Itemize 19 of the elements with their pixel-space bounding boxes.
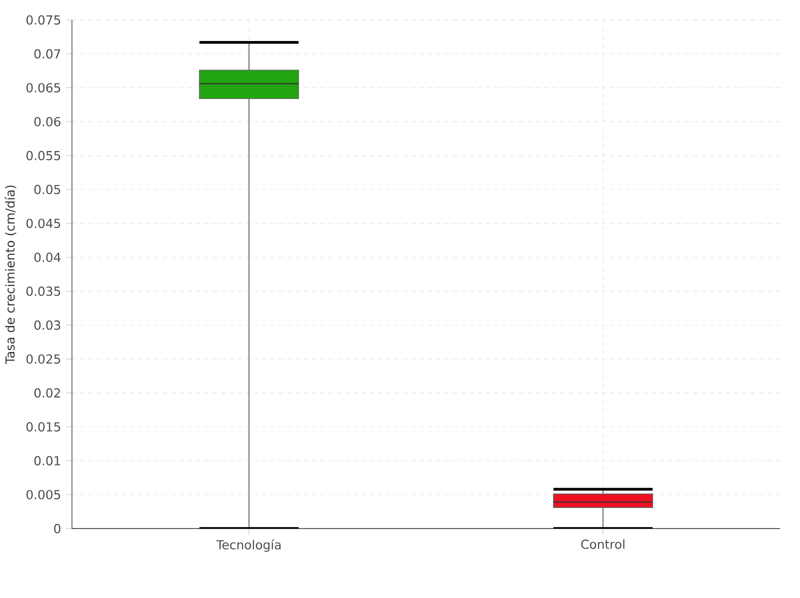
y-tick-label: 0.05 xyxy=(34,184,60,194)
x-tick-label: Tecnología xyxy=(216,539,281,552)
y-tick-label: 0.025 xyxy=(26,354,60,364)
y-tick-label: 0.065 xyxy=(26,82,60,92)
y-tick-label: 0.01 xyxy=(34,456,60,466)
y-tick-label: 0.055 xyxy=(26,150,60,160)
y-tick-label: 0.005 xyxy=(26,490,60,500)
y-tick-label: 0.03 xyxy=(34,320,60,330)
y-tick-label: 0.04 xyxy=(34,252,61,262)
y-tick-label: 0.015 xyxy=(26,422,60,432)
x-tick-label: Control xyxy=(581,539,624,549)
y-tick-label: 0.075 xyxy=(26,15,60,24)
y-tick-label: 0.035 xyxy=(26,286,60,296)
y-tick-label: 0.06 xyxy=(34,116,60,126)
y-tick-label: 0.045 xyxy=(26,218,60,228)
y-tick-label: 0 xyxy=(54,524,60,534)
y-tick-label: 0.07 xyxy=(34,48,60,58)
y-tick-label: 0.02 xyxy=(34,388,60,398)
y-axis-title: Tasa de crecimiento (cm/día) xyxy=(4,185,16,364)
